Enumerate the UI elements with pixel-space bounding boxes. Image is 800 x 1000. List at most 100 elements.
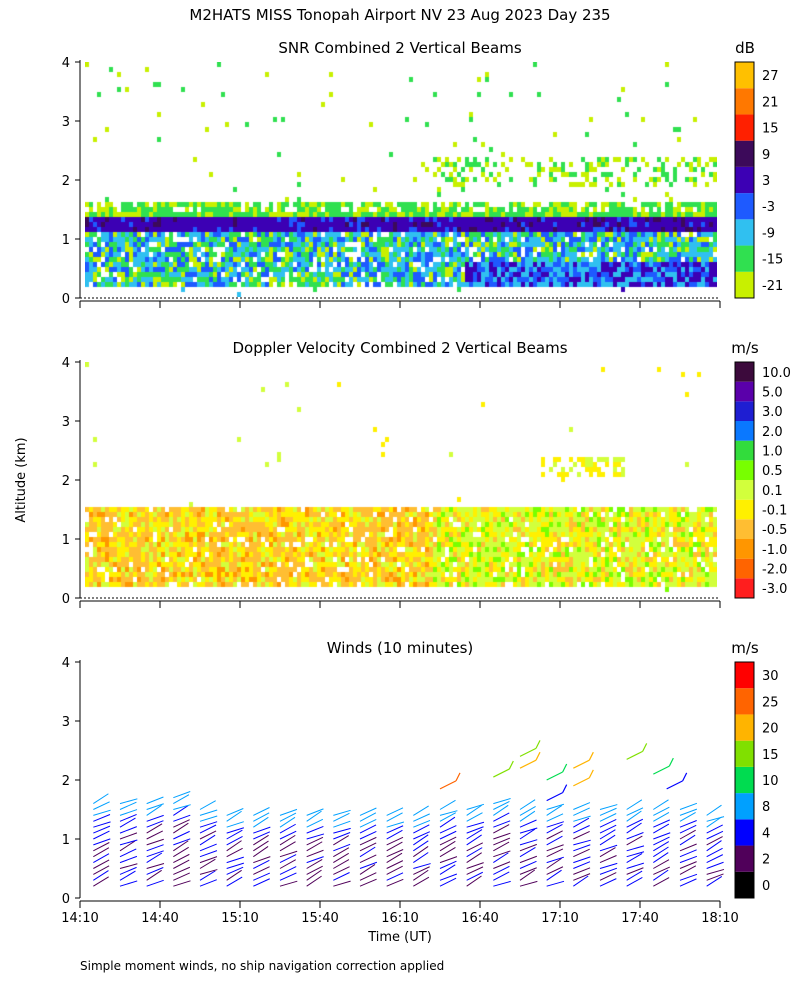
wind-barb: [493, 850, 511, 858]
wind-barb: [146, 803, 164, 810]
y-tick-label: 0: [62, 892, 70, 907]
colorbar-tick-label: -1.0: [762, 543, 787, 558]
wind-barb: [93, 859, 110, 869]
wind-barb: [546, 835, 563, 846]
wind-barb: [519, 867, 537, 875]
x-tick-label: 16:40: [461, 911, 498, 926]
colorbar-swatch: [735, 793, 754, 820]
wind-barb: [119, 840, 136, 852]
wind-barb: [306, 875, 322, 887]
wind-barb: [653, 846, 669, 858]
wind-barb: [706, 824, 723, 834]
wind-barb: [599, 867, 618, 875]
wind-barb: [546, 880, 565, 887]
wind-barb: [493, 852, 509, 864]
wind-barb: [439, 816, 456, 828]
colorbar-tick-label: 3.0: [762, 405, 783, 420]
wind-barb: [466, 866, 484, 875]
wind-barb: [626, 818, 644, 828]
wind-barb: [93, 876, 109, 887]
wind-barb: [386, 841, 403, 852]
wind-barb: [253, 845, 269, 858]
wind-barb: [173, 840, 189, 852]
y-tick-label: 4: [62, 656, 70, 671]
wind-barb: [279, 850, 298, 858]
wind-barb: [226, 835, 243, 846]
wind-barb: [119, 798, 138, 805]
wind-barb: [439, 864, 456, 875]
doppler-panel-title: Doppler Velocity Combined 2 Vertical Bea…: [232, 339, 567, 357]
wind-barb: [546, 805, 563, 816]
wind-barb: [386, 825, 404, 834]
wind-barb: [653, 765, 670, 775]
colorbar-swatch: [735, 219, 754, 246]
wind-barb: [253, 826, 271, 834]
wind-barb: [653, 799, 669, 810]
colorbar-swatch: [735, 193, 754, 220]
wind-barb: [359, 861, 378, 869]
wind-barb: [626, 832, 644, 840]
doppler-panel: Doppler Velocity Combined 2 Vertical Bea…: [62, 339, 791, 608]
colorbar-swatch: [735, 871, 754, 898]
wind-barb: [386, 829, 403, 840]
wind-barb: [706, 861, 724, 869]
wind-barb: [306, 818, 324, 828]
wind-barb: [466, 842, 483, 852]
colorbar-tick-label: 2.0: [762, 425, 783, 440]
colorbar-swatch: [735, 401, 754, 421]
footnote: Simple moment winds, no ship navigation …: [80, 959, 444, 973]
wind-barb: [386, 865, 403, 875]
wind-barb: [466, 847, 483, 858]
wind-barb: [173, 872, 190, 881]
colorbar-tick-label: -2.0: [762, 563, 787, 578]
wind-barb: [466, 871, 483, 881]
wind-barb: [439, 830, 457, 840]
wind-barb: [413, 834, 429, 846]
wind-barb: [279, 823, 296, 834]
wind-barb: [93, 865, 110, 875]
wind-barb: [146, 869, 162, 881]
wind-barb: [519, 869, 536, 881]
wind-barb: [439, 877, 457, 887]
figure-title: M2HATS MISS Tonopah Airport NV 23 Aug 20…: [189, 6, 610, 24]
wind-barb: [706, 836, 723, 846]
wind-barb: [573, 777, 590, 787]
wind-barb: [199, 834, 216, 846]
y-tick-label: 1: [62, 533, 70, 548]
colorbar-tick-label: -21: [762, 279, 783, 294]
wind-barb: [413, 869, 429, 881]
colorbar-tick-label: -0.5: [762, 523, 787, 538]
wind-barb: [546, 866, 564, 875]
wind-barb: [599, 819, 617, 828]
wind-barb: [653, 806, 670, 816]
wind-barb: [519, 880, 538, 887]
y-tick-label: 2: [62, 474, 70, 489]
wind-barb: [119, 880, 138, 887]
wind-barb: [439, 810, 458, 816]
wind-barb: [626, 870, 643, 881]
colorbar-tick-label: -0.1: [762, 504, 787, 519]
colorbar-swatch: [735, 362, 754, 382]
colorbar-frame: [734, 361, 755, 599]
wind-barb: [706, 868, 725, 875]
y-tick-label: 2: [62, 174, 70, 189]
wind-barb: [93, 821, 111, 828]
wind-barb: [226, 847, 243, 858]
wind-barb: [679, 861, 697, 869]
y-tick-label: 0: [62, 292, 70, 307]
wind-barb: [493, 798, 511, 805]
wind-barb: [439, 847, 456, 858]
wind-barb: [199, 879, 217, 887]
wind-barb: [333, 835, 349, 846]
wind-barb: [653, 852, 669, 864]
wind-barb: [599, 847, 616, 858]
wind-barb: [573, 875, 589, 887]
wind-barb: [546, 844, 564, 852]
y-tick-label: 3: [62, 115, 70, 130]
wind-barb: [706, 804, 722, 816]
wind-barb: [93, 870, 109, 881]
y-tick-label: 1: [62, 233, 70, 248]
wind-barb: [679, 802, 698, 810]
wind-barb: [306, 865, 323, 875]
wind-barb: [413, 863, 431, 869]
